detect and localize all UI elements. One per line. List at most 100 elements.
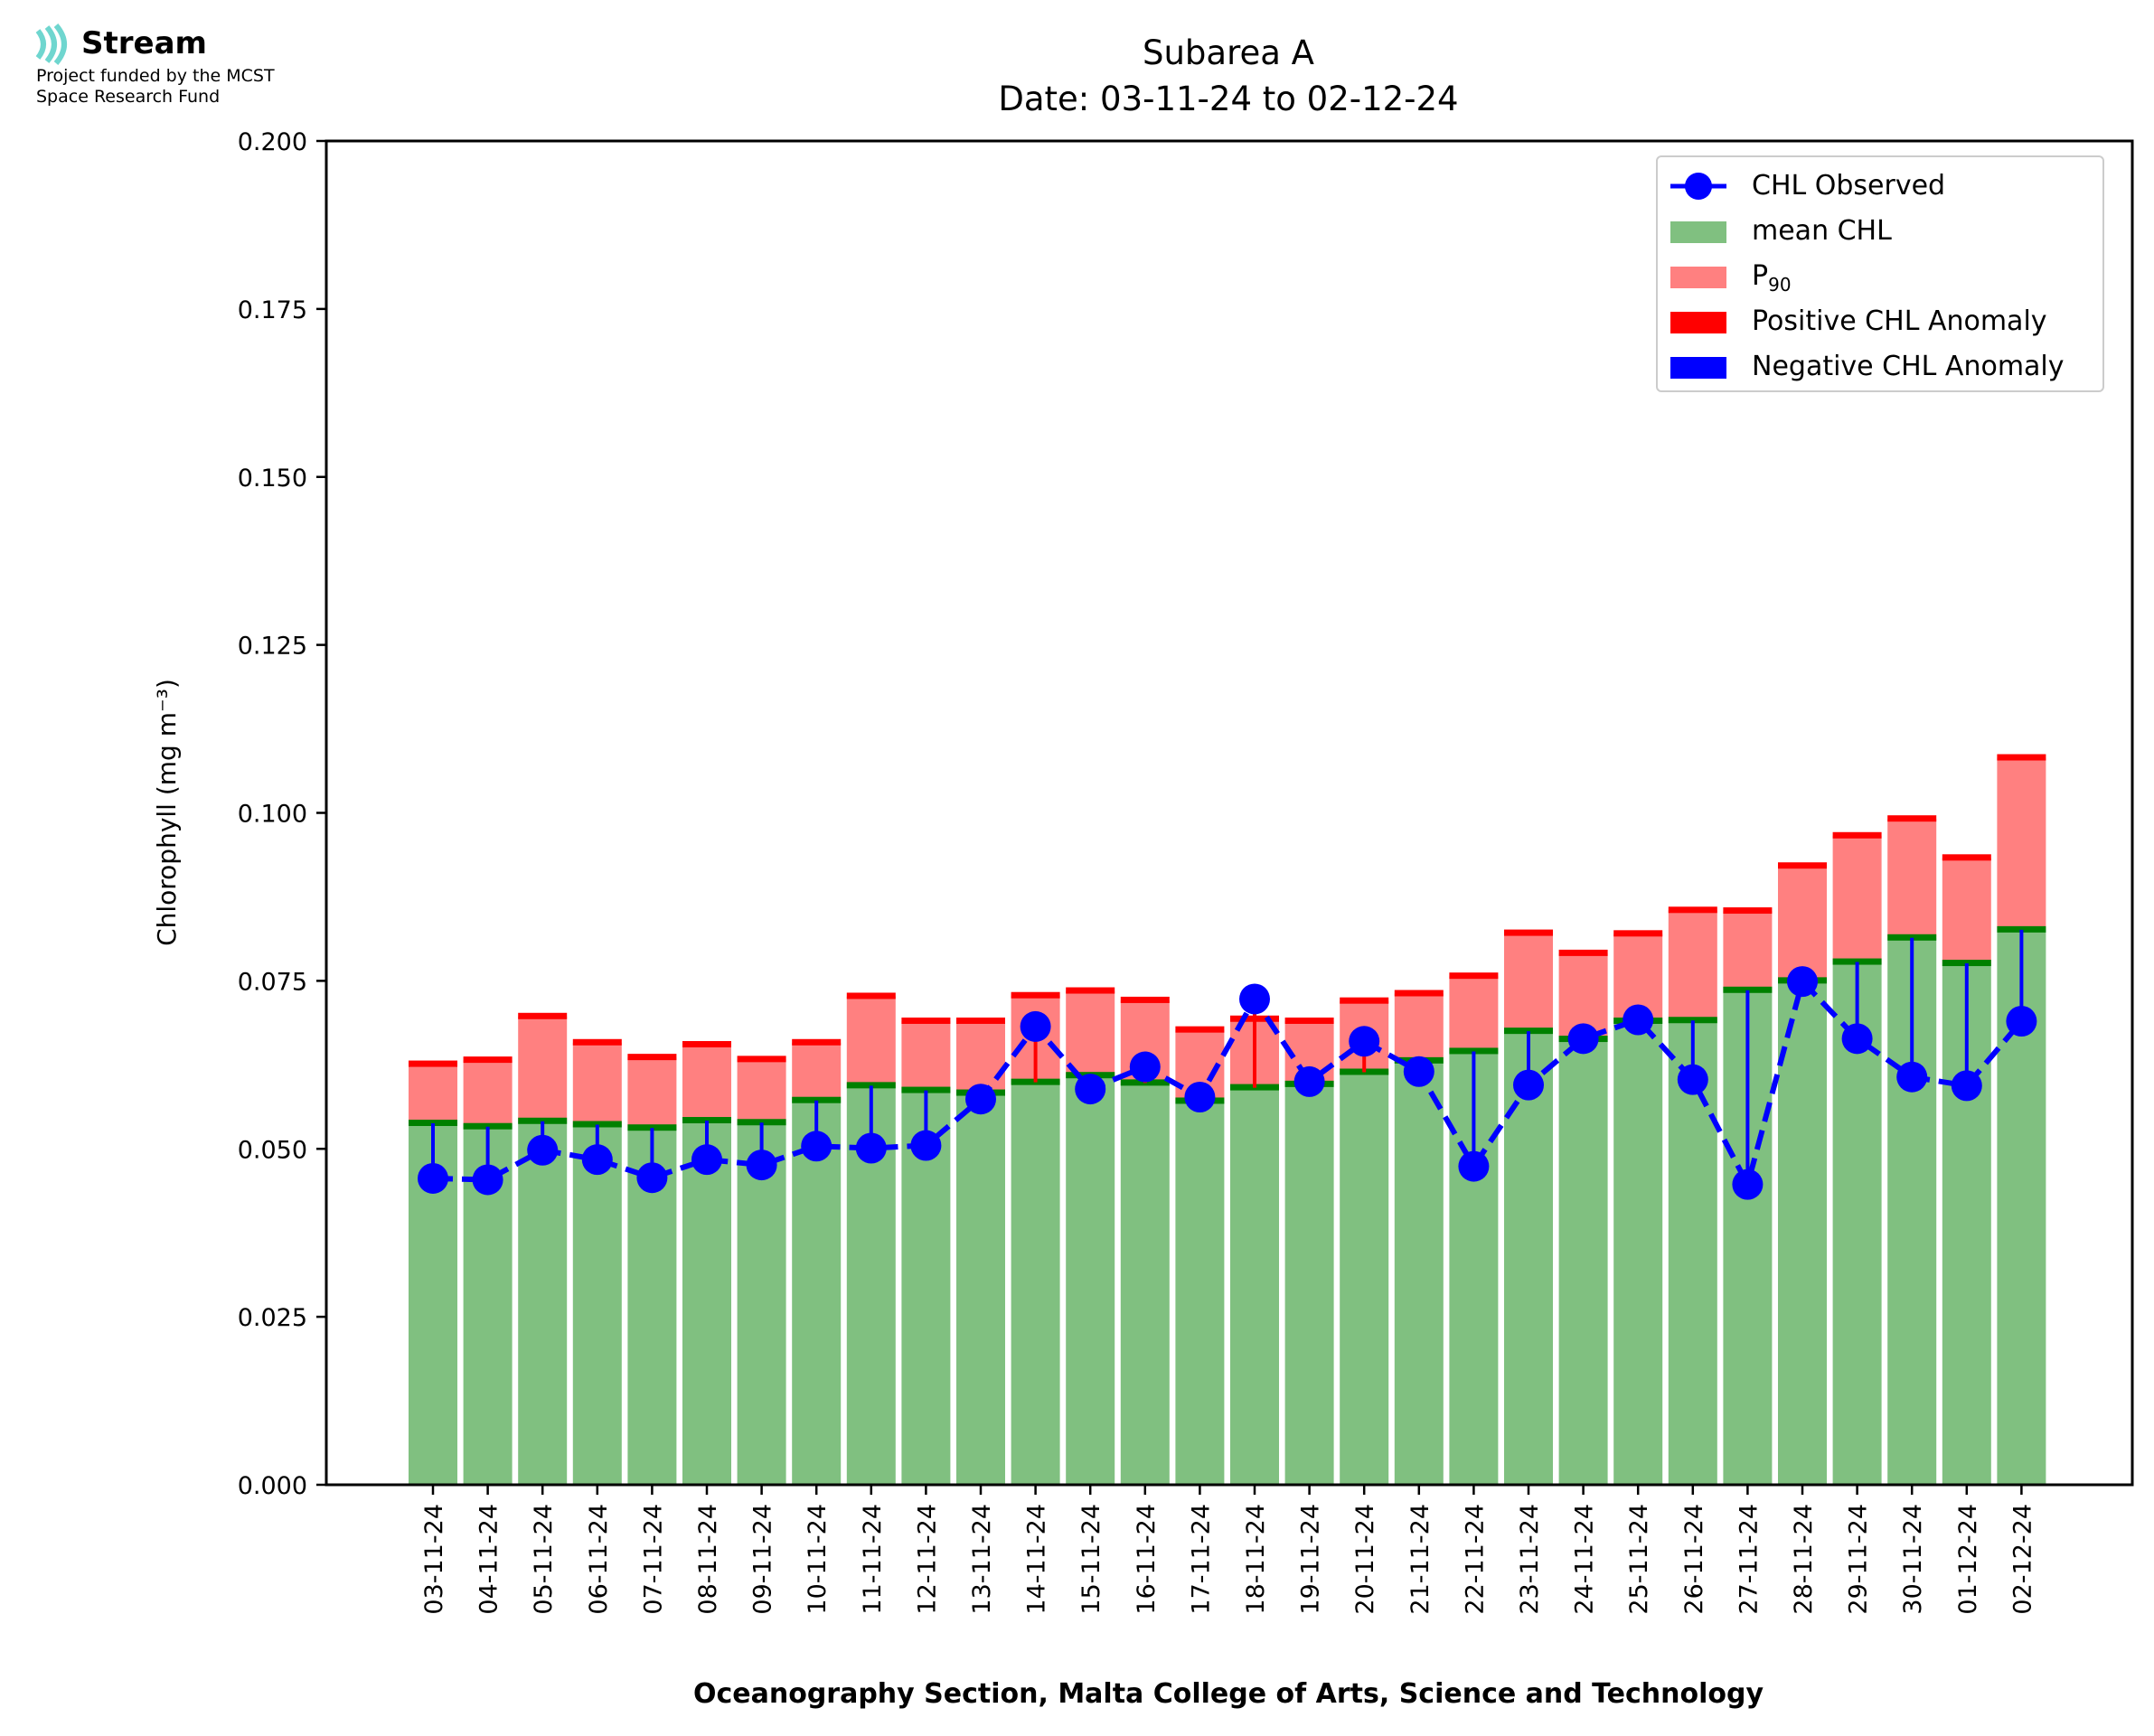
mean-chl-bar [682, 1121, 731, 1485]
mean-chl-bar [1613, 1020, 1663, 1485]
y-tick-label: 0.000 [238, 1472, 307, 1500]
p90-level [1284, 1017, 1334, 1024]
p90-level [1613, 930, 1663, 937]
x-tick-label: 10-11-24 [804, 1504, 832, 1615]
p90-level [901, 1017, 951, 1024]
p90-bar [409, 1064, 457, 1123]
x-tick-label: 25-11-24 [1625, 1504, 1653, 1615]
p90-bar [1394, 993, 1444, 1061]
mean-chl-level [1723, 986, 1773, 993]
mean-chl-level [627, 1124, 677, 1131]
x-tick-label: 13-11-24 [968, 1504, 996, 1615]
x-tick-label: 12-11-24 [913, 1504, 941, 1615]
chl-observed-point [1075, 1074, 1106, 1105]
chl-observed-point [2006, 1005, 2037, 1037]
p90-bar [627, 1057, 677, 1129]
p90-bar [1504, 933, 1553, 1032]
chl-observed-point [527, 1134, 559, 1166]
chl-observed-point [801, 1131, 832, 1162]
x-tick-label: 04-11-24 [475, 1504, 503, 1615]
p90-level [956, 1017, 1005, 1024]
p90-bar [1832, 835, 1882, 962]
chl-observed-point [1403, 1056, 1434, 1087]
p90-level [1558, 949, 1608, 956]
mean-chl-level [1832, 958, 1882, 965]
p90-level [1723, 907, 1773, 915]
p90-level [627, 1054, 677, 1061]
y-tick-label: 0.125 [238, 633, 307, 661]
mean-chl-level [572, 1121, 622, 1128]
p90-level [518, 1012, 568, 1019]
p90-level [1120, 996, 1170, 1003]
p90-level [1175, 1026, 1225, 1033]
logo-funding-line-1: Project funded by the MCST [36, 66, 275, 86]
legend-label: mean CHL [1752, 215, 1892, 247]
p90-level [1832, 831, 1882, 839]
y-tick-label: 0.050 [238, 1136, 307, 1164]
legend-item-mean-chl: mean CHL [1658, 213, 2102, 249]
mean-chl-bar [1066, 1075, 1115, 1485]
mean-chl-bar [792, 1100, 842, 1485]
legend-item-positive-anomaly: Positive CHL Anomaly [1658, 304, 2102, 340]
chl-observed-point [1567, 1023, 1599, 1055]
y-axis-label: Chlorophyll (mg m⁻³) [152, 679, 182, 946]
chl-observed-point [1513, 1069, 1544, 1101]
chl-observed-point [472, 1164, 503, 1196]
y-tick-label: 0.200 [238, 128, 307, 156]
p90-level [1504, 929, 1553, 936]
p90-level [1449, 972, 1499, 980]
chl-observed-point [1349, 1026, 1380, 1057]
chl-observed-point [1623, 1004, 1654, 1036]
p90-bar [792, 1042, 842, 1101]
p90-bar [1997, 757, 2046, 930]
mean-chl-level [463, 1122, 513, 1130]
p90-bar [737, 1059, 786, 1123]
x-tick-label: 11-11-24 [859, 1504, 887, 1615]
p90-level [1668, 906, 1717, 914]
legend-label: CHL Observed [1752, 170, 1946, 202]
x-tick-label: 09-11-24 [749, 1504, 777, 1615]
chl-observed-point [910, 1130, 942, 1161]
p90-level [572, 1038, 622, 1046]
mean-chl-bar [1011, 1082, 1060, 1485]
legend-label-main: P [1752, 260, 1769, 292]
mean-chl-bar [956, 1093, 1005, 1485]
logo-funding-line-2: Space Research Fund [36, 87, 221, 107]
mean-chl-bar [1230, 1087, 1279, 1485]
p90-bar [518, 1016, 568, 1121]
mean-chl-level [518, 1117, 568, 1124]
p90-bar [682, 1045, 731, 1121]
mean-chl-level [1668, 1017, 1717, 1024]
chl-observed-point [691, 1144, 722, 1176]
x-tick-label: 16-11-24 [1133, 1504, 1161, 1615]
y-tick-label: 0.100 [238, 801, 307, 829]
y-tick-label: 0.025 [238, 1304, 307, 1332]
chl-observed-point [1293, 1065, 1325, 1097]
x-tick-label: 03-11-24 [420, 1504, 448, 1615]
mean-chl-level [846, 1082, 896, 1089]
x-tick-label: 30-11-24 [1899, 1504, 1927, 1615]
mean-chl-level [1942, 960, 1991, 967]
chart-subtitle: Date: 03-11-24 to 02-12-24 [998, 80, 1458, 118]
x-tick-label: 21-11-24 [1406, 1504, 1434, 1615]
legend-item-negative-anomaly: Negative CHL Anomaly [1658, 349, 2102, 385]
chl-observed-point [1841, 1023, 1873, 1055]
x-tick-label: 29-11-24 [1845, 1504, 1873, 1615]
chl-observed-point [965, 1084, 996, 1115]
p90-bar [901, 1020, 951, 1091]
legend-swatch-icon [1670, 312, 1726, 333]
p90-bar [463, 1060, 513, 1127]
legend-label: P90 [1752, 260, 1792, 301]
x-tick-label: 14-11-24 [1023, 1504, 1051, 1615]
chl-observed-point [1732, 1168, 1764, 1200]
mean-chl-bar [572, 1124, 622, 1485]
chl-observed-point [418, 1162, 448, 1194]
legend-item-chl-observed: CHL Observed [1658, 168, 2102, 204]
x-tick-label: 19-11-24 [1297, 1504, 1325, 1615]
x-axis: 03-11-24 04-11-24 05-11-24 06-11-24 07-11-24… [420, 1485, 2036, 1615]
mean-chl-bar [518, 1121, 568, 1485]
x-axis-label: Oceanography Section, Malta College of A… [693, 1678, 1764, 1710]
x-tick-label: 17-11-24 [1187, 1504, 1215, 1615]
p90-level [409, 1060, 457, 1067]
